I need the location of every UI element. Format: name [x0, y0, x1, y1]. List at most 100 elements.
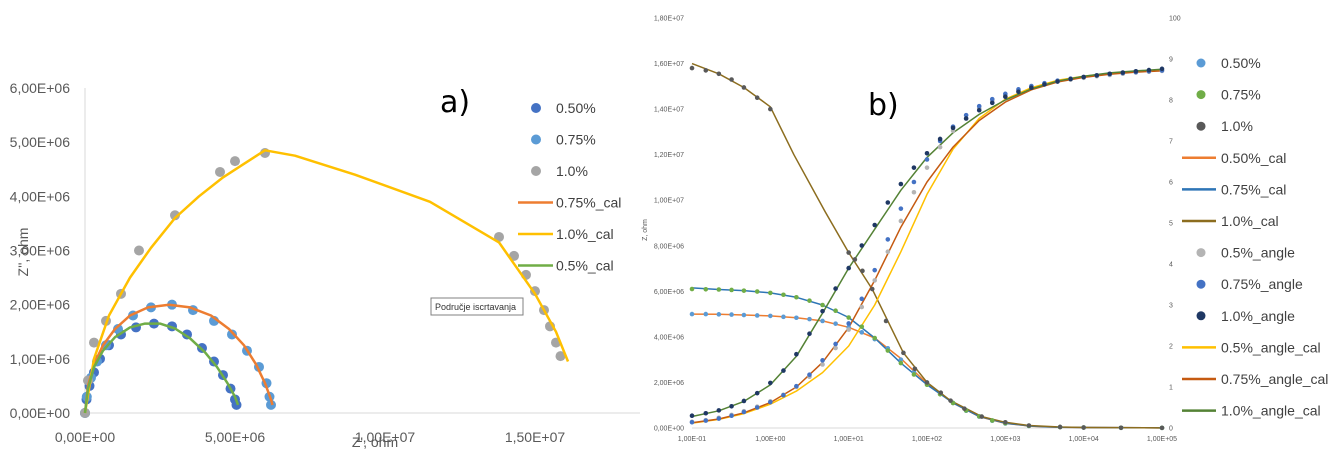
legend-label: 1.0%_cal [1221, 213, 1279, 229]
legend-item-0-75-cal: 0.75%_cal [518, 195, 621, 211]
data-point [859, 330, 865, 335]
data-point [898, 206, 904, 211]
legend-label: 0.50% [1221, 55, 1261, 71]
data-point [989, 96, 995, 102]
data-point [729, 413, 734, 419]
data-point [741, 409, 747, 415]
data-point [689, 311, 695, 317]
data-point [807, 372, 812, 378]
legend-marker [1196, 121, 1206, 131]
legend-label: 0.5%_angle [1221, 245, 1295, 261]
series-0-75-cal-line [83, 303, 274, 414]
x-tick-labels: 0,00E+00 5,00E+06 1,00E+07 1,50E+07 [55, 429, 566, 445]
data-point [911, 372, 917, 377]
data-point [729, 403, 734, 409]
data-point [794, 294, 799, 300]
data-point [833, 308, 838, 313]
data-point [768, 399, 773, 405]
data-point [898, 218, 904, 224]
y-tick-label: 0,00E+00 [10, 405, 71, 421]
data-point [948, 398, 953, 403]
data-point [703, 286, 709, 292]
data-point [781, 314, 786, 320]
data-point [976, 107, 982, 113]
legend-marker [1196, 279, 1206, 289]
data-point [1094, 73, 1100, 78]
y-tick-label: 1,60E+07 [654, 61, 684, 68]
data-point [1159, 66, 1165, 72]
data-point [1042, 82, 1047, 87]
data-point [689, 413, 695, 419]
data-point [846, 321, 851, 326]
legend-item-1-0-cal: 1.0%_cal [1182, 213, 1279, 229]
data-point [872, 222, 878, 228]
data-point [266, 399, 276, 410]
legend-label: 1.0%_cal [556, 226, 614, 242]
legend-marker [1196, 248, 1206, 258]
data-point [754, 289, 760, 294]
data-point [689, 65, 695, 71]
data-point [113, 324, 123, 335]
legend-item-0-50: 0.50% [1196, 55, 1261, 71]
legend-item-0-5-angle-cal: 0.5%_angle_cal [1182, 339, 1321, 355]
x-tick-label: 5,00E+06 [205, 429, 266, 445]
y-axis-title: Z, ohm [642, 219, 649, 241]
data-point [924, 157, 930, 162]
y2-tick-labels: 0 1 2 3 4 5 6 7 8 9 100 [1169, 16, 1181, 433]
panel-label-b: b) [868, 88, 899, 123]
data-point [911, 165, 917, 170]
data-point [883, 318, 889, 324]
legend-label: 0.75% [556, 132, 596, 148]
eis-bode-chart: 0,00E+00 2,00E+06 4,00E+06 6,00E+06 8,00E+06… [642, 16, 1328, 444]
series-0-50-cal-line [691, 313, 1163, 429]
data-point [1120, 70, 1126, 75]
data-point [794, 383, 799, 389]
data-point [963, 112, 969, 118]
y-tick-label: 4,00E+06 [10, 188, 71, 204]
data-point [754, 95, 760, 101]
legend-label: 0.50% [556, 100, 596, 116]
data-point [820, 362, 825, 367]
data-point [898, 357, 904, 362]
y2-tick-label: 9 [1169, 57, 1173, 64]
y-tick-label: 1,40E+07 [654, 107, 684, 114]
data-point [938, 390, 944, 395]
data-point [872, 278, 878, 283]
series-0-50-markers [689, 311, 1165, 431]
data-point [859, 324, 865, 329]
legend-item-0-75-angle: 0.75%_angle [1196, 276, 1303, 292]
legend-label: 1.0%_angle [1221, 308, 1295, 324]
data-point [872, 335, 878, 341]
data-point [703, 418, 709, 423]
data-point [768, 313, 773, 319]
data-point [937, 136, 943, 142]
x-tick-label: 1,00E+02 [912, 436, 942, 443]
data-point [754, 405, 760, 410]
data-point [494, 231, 504, 242]
series-0-75-angle-cal-line [691, 70, 1163, 424]
x-tick-label: 1,50E+07 [505, 429, 566, 445]
series-0-75-angle-markers [689, 68, 1165, 425]
legend-label: 1.0%_angle_cal [1221, 403, 1321, 419]
data-point [729, 77, 734, 82]
y-tick-labels: 0,00E+00 2,00E+06 4,00E+06 6,00E+06 8,00E+06… [654, 16, 684, 433]
data-point [716, 408, 722, 413]
legend-item-0-75-angle-cal: 0.75%_angle_cal [1182, 371, 1328, 387]
legend-label: 0.75% [1221, 87, 1261, 103]
legend-b: 0.50% 0.75% 1.0% 0.50%_cal 0.75%_cal 1.0%_cal… [1182, 55, 1328, 419]
data-point [820, 302, 825, 308]
y-axis-title: Z'', ohm [15, 228, 31, 277]
data-point [833, 321, 838, 326]
series-0-75-markers [689, 286, 1165, 431]
data-point [1081, 425, 1086, 430]
data-point [703, 410, 709, 416]
data-point [962, 406, 967, 411]
y2-tick-label: 0 [1169, 426, 1173, 433]
data-point [716, 416, 722, 421]
data-point [1029, 85, 1034, 90]
eis-nyquist-chart: 0,00E+00 1,00E+06 2,00E+06 3,00E+06 4,00E+06… [10, 80, 640, 450]
legend-item-0-75: 0.75% [531, 132, 596, 148]
data-point [989, 100, 995, 106]
data-point [1107, 71, 1113, 77]
data-point [859, 243, 865, 248]
